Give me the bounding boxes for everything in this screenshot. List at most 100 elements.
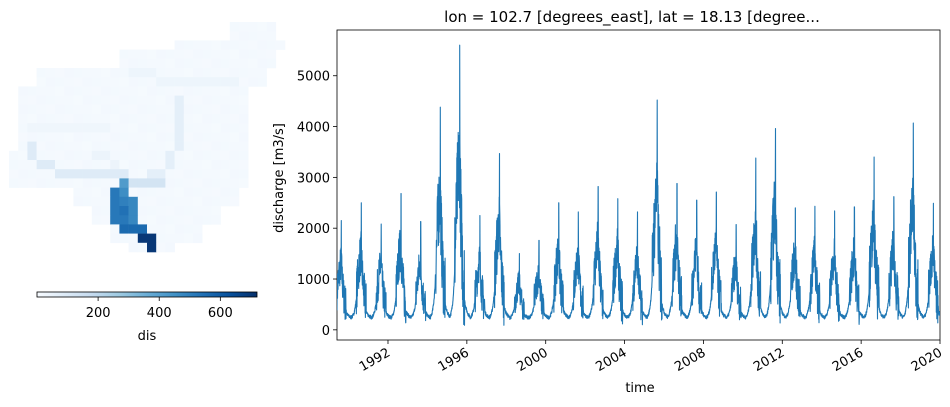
- map-cell: [147, 123, 157, 133]
- map-cell: [82, 95, 93, 106]
- map-cell: [119, 150, 129, 161]
- map-cell: [239, 49, 249, 60]
- map-cell: [18, 178, 28, 188]
- map-cell: [193, 123, 203, 133]
- map-cell: [174, 68, 185, 78]
- map-cell: [82, 77, 93, 87]
- map-cell: [147, 95, 157, 106]
- map-cell: [156, 196, 166, 207]
- map-cell: [202, 77, 212, 87]
- map-cell: [183, 95, 194, 106]
- map-cell: [82, 150, 93, 161]
- map-cell: [211, 68, 221, 78]
- map-cell: [45, 123, 56, 133]
- map-cell: [101, 169, 111, 179]
- map-cell: [156, 206, 166, 216]
- map-cell: [257, 49, 267, 60]
- map-cell: [18, 169, 28, 179]
- map-cell: [239, 22, 249, 32]
- map-cell: [147, 242, 157, 253]
- map-cell: [27, 104, 37, 115]
- map-cell: [119, 49, 129, 60]
- map-cell: [119, 104, 129, 115]
- map-cell: [165, 206, 175, 216]
- discharge-series-line: [337, 44, 940, 326]
- map-cell: [174, 233, 185, 244]
- map-cell: [36, 169, 47, 179]
- map-cell: [64, 77, 74, 87]
- map-cell: [211, 187, 221, 198]
- map-cell: [220, 40, 231, 50]
- map-cell: [147, 224, 157, 234]
- map-cell: [202, 178, 212, 188]
- map-cell: [165, 150, 175, 161]
- map-cell: [73, 86, 83, 96]
- map-cell: [91, 150, 102, 161]
- map-cell: [137, 187, 148, 198]
- map-cell: [119, 196, 129, 207]
- map-cell: [137, 104, 148, 115]
- map-cell: [165, 49, 175, 60]
- map-cell: [229, 104, 240, 115]
- map-cell: [174, 215, 185, 225]
- map-cell: [202, 95, 212, 106]
- map-cell: [101, 114, 111, 124]
- map-cell: [202, 187, 212, 198]
- map-cell: [91, 206, 102, 216]
- x-tick-label: 2000: [515, 345, 551, 375]
- map-cell: [165, 68, 175, 78]
- map-cell: [229, 196, 240, 207]
- map-cell: [55, 114, 65, 124]
- map-cell: [110, 196, 120, 207]
- discharge-map: [9, 22, 286, 253]
- map-cell: [119, 233, 129, 244]
- map-cell: [18, 114, 28, 124]
- map-cell: [248, 58, 258, 69]
- map-cell: [55, 141, 65, 152]
- map-cell: [275, 40, 286, 50]
- map-cell: [174, 141, 185, 152]
- map-cell: [55, 150, 65, 161]
- map-cell: [220, 123, 231, 133]
- map-cell: [239, 95, 249, 106]
- map-cell: [156, 169, 166, 179]
- map-cell: [45, 178, 56, 188]
- map-cell: [64, 95, 74, 106]
- map-cell: [183, 150, 194, 161]
- map-cell: [229, 40, 240, 50]
- map-cell: [147, 206, 157, 216]
- map-cell: [45, 169, 56, 179]
- map-cell: [193, 114, 203, 124]
- map-cell: [101, 196, 111, 207]
- map-cell: [27, 114, 37, 124]
- map-cell: [211, 150, 221, 161]
- map-cell: [73, 104, 83, 115]
- map-cell: [183, 49, 194, 60]
- map-cell: [156, 95, 166, 106]
- x-tick-label: 1996: [436, 345, 472, 375]
- line-plot: 0 1000 2000 3000 4000 5000 1992 1996 2000 2004 200…: [297, 29, 945, 375]
- map-cell: [183, 123, 194, 133]
- map-cell: [128, 49, 139, 60]
- map-cell: [220, 178, 231, 188]
- map-cell: [137, 123, 148, 133]
- map-cell: [156, 123, 166, 133]
- map-cell: [36, 178, 47, 188]
- y-axis-label: discharge [m3/s]: [272, 123, 287, 233]
- map-cell: [156, 104, 166, 115]
- map-cell: [110, 160, 120, 170]
- map-cell: [82, 178, 93, 188]
- map-cell: [174, 114, 185, 124]
- map-cell: [165, 77, 175, 87]
- map-cell: [220, 187, 231, 198]
- map-cell: [101, 132, 111, 142]
- map-cell: [229, 150, 240, 161]
- map-cell: [9, 178, 19, 188]
- map-cell: [18, 95, 28, 106]
- map-cell: [248, 40, 258, 50]
- map-cell: [193, 206, 203, 216]
- map-cell: [193, 68, 203, 78]
- map-cell: [55, 68, 65, 78]
- map-cell: [27, 178, 37, 188]
- map-cell: [156, 58, 166, 69]
